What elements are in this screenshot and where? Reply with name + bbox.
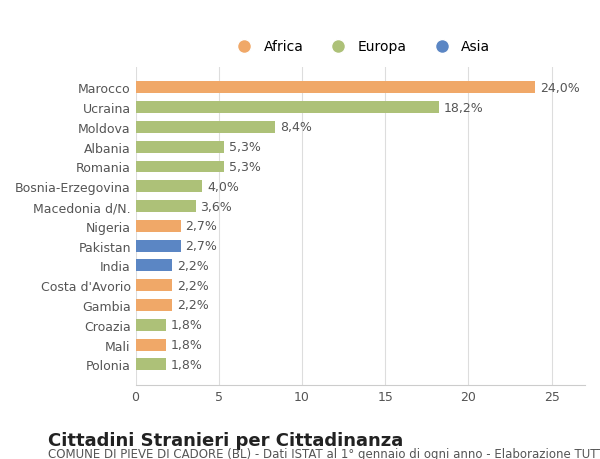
Text: Cittadini Stranieri per Cittadinanza: Cittadini Stranieri per Cittadinanza bbox=[48, 431, 403, 449]
Text: 18,2%: 18,2% bbox=[443, 101, 483, 114]
Text: 5,3%: 5,3% bbox=[229, 161, 260, 174]
Bar bbox=[136, 161, 224, 173]
Text: 24,0%: 24,0% bbox=[540, 82, 580, 95]
Bar bbox=[136, 280, 172, 291]
Bar bbox=[136, 299, 172, 311]
Text: 4,0%: 4,0% bbox=[207, 180, 239, 193]
Text: 2,2%: 2,2% bbox=[177, 279, 209, 292]
Bar bbox=[136, 122, 275, 134]
Bar bbox=[136, 339, 166, 351]
Text: 1,8%: 1,8% bbox=[170, 319, 202, 331]
Text: 8,4%: 8,4% bbox=[280, 121, 312, 134]
Bar bbox=[136, 260, 172, 272]
Bar bbox=[136, 240, 181, 252]
Text: COMUNE DI PIEVE DI CADORE (BL) - Dati ISTAT al 1° gennaio di ogni anno - Elabora: COMUNE DI PIEVE DI CADORE (BL) - Dati IS… bbox=[48, 448, 600, 459]
Bar bbox=[136, 102, 439, 114]
Text: 2,7%: 2,7% bbox=[185, 220, 217, 233]
Text: 1,8%: 1,8% bbox=[170, 358, 202, 371]
Bar bbox=[136, 82, 535, 94]
Bar bbox=[136, 141, 224, 153]
Text: 3,6%: 3,6% bbox=[200, 200, 232, 213]
Bar bbox=[136, 181, 202, 193]
Bar bbox=[136, 319, 166, 331]
Legend: Africa, Europa, Asia: Africa, Europa, Asia bbox=[224, 34, 497, 62]
Text: 1,8%: 1,8% bbox=[170, 338, 202, 351]
Text: 5,3%: 5,3% bbox=[229, 141, 260, 154]
Text: 2,7%: 2,7% bbox=[185, 240, 217, 252]
Bar bbox=[136, 201, 196, 213]
Bar bbox=[136, 220, 181, 232]
Text: 2,2%: 2,2% bbox=[177, 259, 209, 272]
Text: 2,2%: 2,2% bbox=[177, 299, 209, 312]
Bar bbox=[136, 358, 166, 370]
